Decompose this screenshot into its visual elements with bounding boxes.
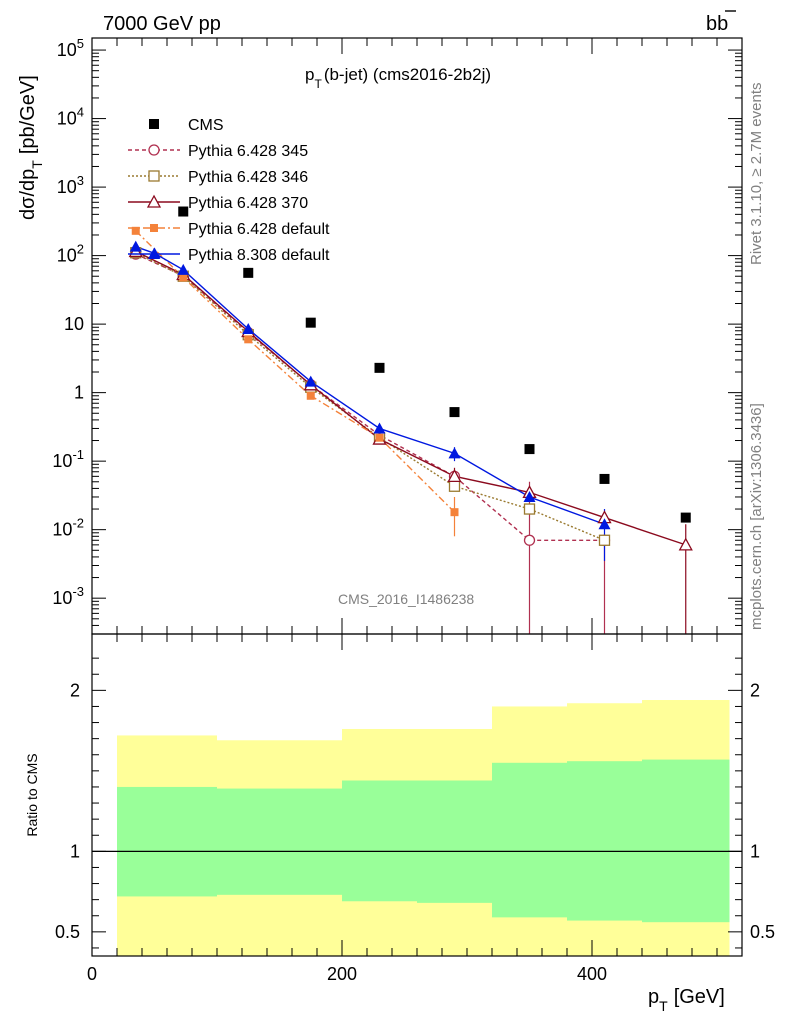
process-label-base: b — [706, 13, 717, 35]
plot-title: pT (b-jet) (cms2016-2b2j) — [305, 65, 491, 91]
ratio-tick-label: 0.5 — [55, 922, 80, 942]
pythia-default-point — [131, 226, 140, 235]
cms-data-point — [374, 362, 385, 373]
y-axis-label-main: dσ/dpT [pb/GeV] — [17, 75, 45, 220]
pythia-346-point — [148, 170, 160, 182]
cms-data-point — [599, 473, 610, 484]
x-tick-label: 200 — [327, 964, 357, 984]
cms-data-point — [449, 407, 460, 418]
ratio-band-inner — [417, 780, 492, 903]
pythia-346-point — [523, 503, 536, 515]
legend-label-p8def: Pythia 8.308 default — [188, 247, 330, 264]
ratio-plot: 0 200 400 0.5 0.5 1 1 2 2 — [55, 633, 775, 984]
pythia8-default-point — [148, 248, 160, 259]
y-tick-label: 10-1 — [52, 447, 84, 471]
legend-label-p346: Pythia 6.428 346 — [188, 169, 308, 186]
plot-title-sub: T — [314, 77, 322, 91]
pythia-default-point — [306, 391, 315, 400]
legend-label-p6def: Pythia 6.428 default — [188, 221, 330, 238]
x-tick-label: 400 — [577, 964, 607, 984]
cms-data-point — [243, 267, 254, 278]
y-tick-label: 103 — [57, 173, 84, 197]
y-tick-label: 10-3 — [52, 584, 84, 608]
cms-data-point — [305, 317, 316, 328]
y-tick-label: 104 — [57, 105, 84, 129]
pythia-default-point — [375, 433, 384, 442]
xlabel-unit: [GeV] — [674, 986, 725, 1008]
y-tick-label: 10-2 — [52, 516, 84, 540]
process-label: bb — [706, 13, 728, 35]
pythia-default-point — [179, 273, 188, 282]
pythia-370-point — [678, 537, 693, 551]
watermark: CMS_2016_I1486238 — [338, 591, 474, 607]
pythia-346-point — [448, 480, 461, 492]
y-tick-label: 1 — [74, 383, 84, 403]
pythia-default-point — [450, 508, 459, 517]
pythia-default-point — [150, 224, 158, 232]
ratio-tick-label-right: 1 — [750, 841, 760, 861]
series-line-p345 — [135, 253, 605, 541]
plot-title-rest: (b-jet) (cms2016-2b2j) — [324, 65, 491, 84]
pythia-345-point — [148, 144, 160, 156]
x-axis-label: pT [GeV] — [648, 986, 725, 1014]
series-line-p370 — [135, 250, 686, 546]
legend-label-p345: Pythia 6.428 345 — [188, 143, 308, 160]
pythia8-default-point — [523, 490, 536, 502]
pythia-370-point — [447, 468, 462, 482]
y-tick-label: 105 — [57, 36, 84, 60]
pythia8-default-point — [448, 447, 461, 459]
pythia-default-point — [244, 335, 253, 344]
ratio-band-inner — [117, 786, 217, 897]
pythia-345-point — [523, 534, 536, 546]
side-mcplots-label: mcplots.cern.ch [arXiv:1306.3436] — [748, 403, 765, 630]
y-tick-label: 102 — [57, 242, 84, 266]
ratio-band-inner — [217, 788, 342, 895]
ratio-band-inner — [342, 780, 417, 902]
ratio-band-inner — [492, 762, 567, 918]
y-tick-label: 10 — [64, 314, 84, 334]
process-label-bar: b — [717, 13, 728, 35]
cms-data-point — [680, 512, 691, 523]
legend-label-cms: CMS — [188, 117, 224, 134]
cms-data-point — [178, 206, 189, 217]
pythia8-default-point — [177, 263, 190, 275]
pythia-346-point — [598, 534, 611, 546]
plot-title-main: p — [305, 65, 314, 84]
xlabel-sub: T — [659, 998, 668, 1014]
ratio-tick-label: 1 — [70, 841, 80, 861]
legend-label-p370: Pythia 6.428 370 — [188, 195, 308, 212]
pythia8-default-point — [304, 375, 317, 387]
pythia8-default-point — [129, 240, 142, 252]
ratio-band-inner — [567, 761, 642, 921]
pythia8-default-point — [598, 518, 611, 530]
energy-label: 7000 GeV pp — [103, 13, 221, 35]
pythia8-default-point — [242, 322, 255, 334]
ylabel-main-unit: [pb/GeV] — [17, 75, 39, 154]
series-line-p6def — [135, 230, 455, 513]
ratio-tick-label: 2 — [70, 680, 80, 700]
cms-data-point — [149, 119, 159, 129]
ylabel-main-text: dσ/dp — [17, 169, 39, 220]
xlabel-text: p — [648, 986, 659, 1008]
pythia8-default-point — [373, 422, 386, 434]
legend: CMS Pythia 6.428 345 Pythia 6.428 346 Pythi… — [128, 117, 330, 264]
ratio-tick-label-right: 0.5 — [750, 922, 775, 942]
cms-data-point — [524, 444, 535, 455]
ylabel-main-sub: T — [29, 160, 45, 169]
side-rivet-label: Rivet 3.1.10, ≥ 2.7M events — [748, 83, 765, 266]
main-plot: 10-3 10-2 10-1 1 10 102 103 104 105 — [52, 36, 743, 635]
series-line-p8def — [135, 246, 605, 525]
ratio-band-inner — [642, 759, 730, 923]
y-axis-label-ratio: Ratio to CMS — [24, 753, 40, 836]
pythia-370-point — [146, 194, 162, 208]
ratio-tick-label-right: 2 — [750, 680, 760, 700]
x-tick-label: 0 — [87, 964, 97, 984]
